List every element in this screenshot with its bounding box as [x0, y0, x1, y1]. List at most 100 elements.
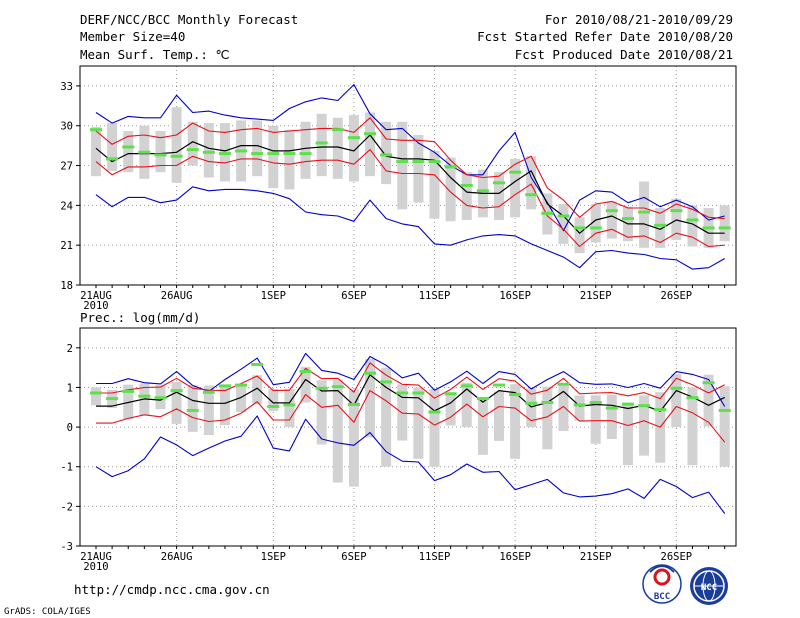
temp-member-mark: [90, 128, 102, 132]
prec-member-mark: [557, 382, 570, 386]
prec-member-box: [542, 386, 553, 450]
temp-xtick-label: 11SEP: [419, 290, 451, 302]
temp-ytick-label: 24: [60, 200, 73, 212]
temp-member-mark: [138, 150, 151, 154]
temp-ytick-label: 27: [60, 161, 73, 173]
prec-member-mark: [460, 384, 473, 388]
temp-ytick-label: 21: [60, 240, 73, 252]
prec-member-mark: [154, 396, 167, 400]
prec-member-box: [477, 396, 488, 455]
temp-member-box: [203, 123, 214, 178]
variable-label: Mean Surf. Temp.: ℃: [80, 47, 230, 62]
temp-member-box: [252, 120, 263, 177]
prec-ytick-label: 0: [67, 422, 73, 434]
prec-member-mark: [315, 386, 328, 390]
temp-frame: [79, 65, 737, 286]
prec-member-mark: [638, 404, 651, 408]
prec-member-mark: [589, 401, 602, 405]
temp-member-mark: [380, 153, 393, 157]
temp-member-mark: [638, 210, 651, 214]
prec-member-box: [494, 391, 504, 441]
temp-member-box: [91, 127, 101, 177]
temp-xtick-label: 26AUG: [161, 290, 193, 302]
temp-member-box: [655, 208, 666, 248]
temp-ytick-label: 30: [60, 121, 73, 133]
temp-member-box: [574, 217, 585, 254]
prec-member-mark: [605, 406, 618, 410]
bcc-logo-text: BCC: [654, 592, 670, 602]
prec-member-mark: [235, 383, 248, 387]
prec-member-box: [510, 384, 521, 459]
temp-max-line: [95, 84, 725, 232]
temp-member-mark: [170, 154, 183, 158]
prec-panel-title: Prec.: log(mm/d): [80, 310, 200, 325]
prec-member-mark: [364, 371, 377, 375]
temp-member-mark: [589, 226, 602, 230]
prec-frame: [79, 327, 737, 547]
temp-member-box: [413, 135, 424, 203]
temp-member-box: [300, 121, 311, 179]
prec-ytick-label: -3: [60, 541, 73, 553]
temp-member-mark: [718, 226, 731, 230]
temp-member-mark: [218, 152, 231, 156]
temp-member-box: [526, 156, 537, 210]
prec-member-box: [348, 389, 359, 487]
temp-member-mark: [541, 211, 554, 215]
forecast-produced: Fcst Produced Date 2010/08/21: [515, 47, 733, 62]
temp-member-mark: [299, 152, 312, 156]
temp-member-box: [187, 121, 198, 166]
prec-member-box: [187, 385, 198, 432]
prec-member-mark: [573, 403, 586, 407]
prec-mean-line: [96, 374, 725, 412]
prec-member-mark: [299, 370, 312, 374]
prec-xtick-label: 21AUG: [80, 551, 112, 563]
forecast-started: Fcst Started Refer Date 2010/08/20: [477, 29, 733, 44]
prec-member-mark: [283, 403, 296, 407]
temp-member-mark: [154, 153, 167, 157]
temp-member-mark: [621, 217, 634, 221]
prec-year-label: 2010: [83, 561, 108, 573]
prec-member-box: [558, 385, 569, 432]
prec-member-mark: [493, 383, 505, 387]
temp-member-box: [316, 113, 327, 177]
temp-member-mark: [493, 181, 505, 185]
temp-member-box: [397, 121, 408, 210]
prec-member-mark: [170, 389, 183, 393]
prec-member-mark: [509, 393, 522, 397]
temp-member-mark: [235, 149, 248, 153]
prec-member-box: [300, 366, 311, 403]
prec-member-box: [461, 382, 472, 428]
prec-min-line: [95, 415, 726, 514]
temp-member-mark: [670, 209, 683, 213]
temp-member-box: [461, 172, 472, 220]
prec-xtick-label: 1SEP: [261, 551, 286, 563]
temp-member-box: [671, 198, 682, 240]
prec-member-mark: [654, 408, 667, 412]
temp-member-box: [348, 115, 359, 182]
prec-xtick-label: 11SEP: [419, 551, 451, 563]
temp-member-box: [590, 204, 601, 243]
prec-member-mark: [412, 391, 425, 395]
temperature-panel: 18 21 24 27 30 33 21AUG 26AUG 1SEP 6SEP 11SEP 16SEP…: [60, 65, 737, 312]
temp-year-label: 2010: [83, 300, 108, 312]
temp-xtick-label: 26SEP: [661, 290, 693, 302]
prec-ytick-label: 1: [67, 382, 73, 394]
temp-member-box: [429, 150, 440, 219]
prec-member-box: [445, 392, 456, 426]
temp-member-box: [332, 117, 343, 179]
prec-member-box: [639, 395, 650, 456]
source-url[interactable]: http://cmdp.ncc.cma.gov.cn: [74, 582, 270, 597]
prec-xtick-label: 21SEP: [580, 551, 612, 563]
prec-member-box: [332, 379, 343, 483]
temp-ytick-label: 18: [60, 280, 73, 292]
prec-member-mark: [541, 401, 554, 405]
prec-ytick-label: -1: [60, 462, 73, 474]
prec-member-mark: [186, 408, 199, 412]
temp-member-mark: [267, 152, 280, 156]
temp-member-mark: [654, 223, 667, 227]
prec-member-mark: [702, 381, 715, 385]
prec-member-mark: [670, 386, 683, 390]
prec-member-mark: [444, 392, 457, 396]
temp-member-mark: [251, 152, 264, 156]
